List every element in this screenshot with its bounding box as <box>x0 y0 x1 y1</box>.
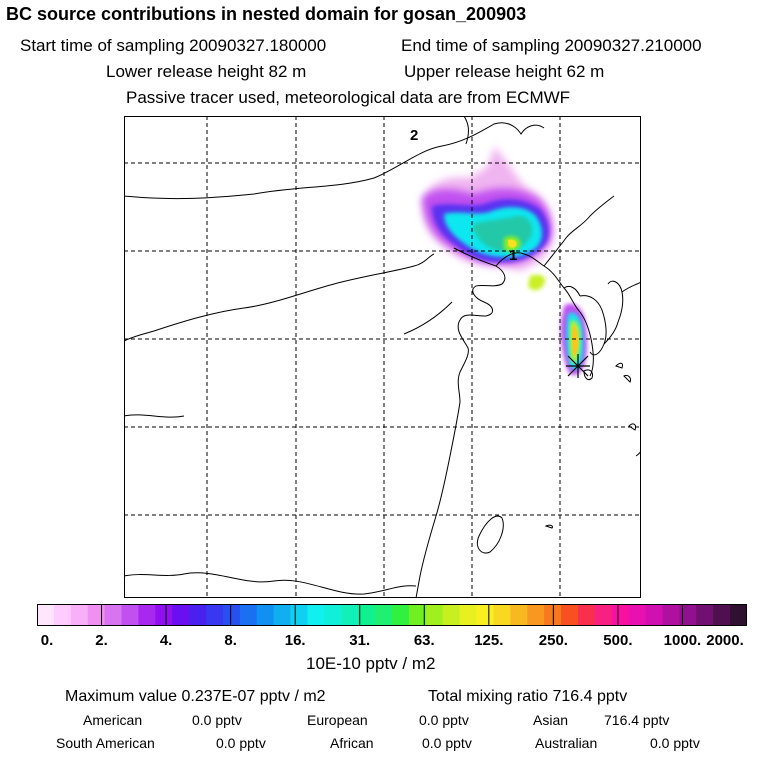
african-value: 0.0 pptv <box>422 735 472 751</box>
color-scale-swatch <box>324 604 342 626</box>
color-scale-swatch <box>493 604 511 626</box>
australian-label: Australian <box>535 735 598 751</box>
color-scale-tick-label: 16. <box>284 632 306 649</box>
color-scale-swatch <box>239 604 258 626</box>
color-scale-swatch <box>628 604 647 626</box>
european-value: 0.0 pptv <box>419 712 469 728</box>
color-scale-swatch <box>307 604 325 626</box>
start-time-label: Start time of sampling 20090327.180000 <box>20 36 327 55</box>
color-scale-swatch <box>222 604 241 626</box>
color-scale-swatch <box>70 604 89 626</box>
color-scale-swatch <box>577 604 596 626</box>
color-scale-swatch <box>37 604 55 626</box>
color-scale-bar <box>37 604 747 626</box>
coastlines <box>124 116 641 598</box>
asian-label: Asian <box>533 712 569 728</box>
color-scale-swatch <box>442 604 461 626</box>
lower-release-height-label: Lower release height 82 m <box>106 62 307 81</box>
color-scale-swatch <box>476 604 495 626</box>
plot-title: BC source contributions in nested domain… <box>6 4 527 24</box>
color-scale-swatch <box>53 604 72 626</box>
color-scale-tick-label: 63. <box>413 632 435 649</box>
concentration-plume <box>422 146 587 376</box>
color-scale-swatch <box>527 604 545 626</box>
end-time-label: End time of sampling 20090327.210000 <box>401 36 702 55</box>
upper-release-height-label: Upper release height 62 m <box>404 62 605 81</box>
color-scale-swatch <box>155 604 173 626</box>
color-scale-swatch <box>713 604 731 626</box>
american-label: American <box>83 712 143 728</box>
color-scale-swatch <box>121 604 140 626</box>
map-panel: 2 1 <box>124 116 641 598</box>
color-scale-border <box>37 604 747 626</box>
american-value: 0.0 pptv <box>192 712 242 728</box>
color-scale-tick-label: 125. <box>474 632 504 649</box>
max-value-label: Maximum value 0.237E-07 pptv / m2 <box>65 688 326 705</box>
color-scale-swatch <box>645 604 664 626</box>
color-scale-tick-label: 0. <box>40 632 54 649</box>
color-scale-unit: 10E-10 pptv / m2 <box>306 654 436 673</box>
color-scale-swatch <box>375 604 393 626</box>
color-scale-tick-label: 1000. <box>663 632 702 649</box>
australian-value: 0.0 pptv <box>650 735 700 751</box>
color-scale-swatch <box>256 604 275 626</box>
color-scale-tick-label: 2. <box>95 632 108 649</box>
color-scale-swatch <box>341 604 359 626</box>
south-american-value: 0.0 pptv <box>216 735 266 751</box>
color-scale-swatch <box>104 604 123 626</box>
color-scale-swatch <box>594 604 613 626</box>
color-scale-swatch <box>662 604 680 626</box>
color-scale-tick-label: 2000. <box>706 632 744 649</box>
total-mixing-ratio-label: Total mixing ratio 716.4 pptv <box>428 688 628 705</box>
african-label: African <box>330 735 374 751</box>
color-scale-swatch <box>87 604 106 626</box>
color-scale-swatch <box>679 604 697 626</box>
color-scale-swatch <box>392 604 410 626</box>
color-scale-swatch <box>138 604 156 626</box>
color-scale-tick-label: 250. <box>538 632 568 649</box>
european-label: European <box>307 712 368 728</box>
color-scale-swatch <box>408 604 427 626</box>
color-scale-tick-label: 31. <box>349 632 371 649</box>
color-scale-tick-label: 8. <box>224 632 237 649</box>
asterisk-star-icon <box>566 354 590 378</box>
color-scale-swatch <box>425 604 444 626</box>
color-scale-swatch <box>611 604 630 626</box>
color-scale-swatch <box>510 604 528 626</box>
color-scale-swatch <box>561 604 579 626</box>
color-scale-tick-label: 500. <box>603 632 633 649</box>
color-scale-tick-label: 4. <box>159 632 173 649</box>
map-label-2: 2 <box>410 127 418 144</box>
color-scale-swatch <box>206 604 224 626</box>
color-scale-swatch <box>290 604 309 626</box>
map-frame <box>124 116 641 598</box>
color-scale-swatch <box>273 604 292 626</box>
tracer-info-label: Passive tracer used, meteorological data… <box>126 88 571 107</box>
map-background <box>124 116 641 598</box>
color-scale-swatch <box>730 604 747 626</box>
color-scale-swatch <box>358 604 376 626</box>
color-scale-swatch <box>459 604 478 626</box>
color-scale-swatch <box>172 604 190 626</box>
asian-value: 716.4 pptv <box>604 712 670 728</box>
color-scale-swatch <box>696 604 714 626</box>
south-american-label: South American <box>56 735 155 751</box>
lat-lon-grid <box>124 116 641 598</box>
map-label-1: 1 <box>509 247 517 264</box>
color-scale-swatch <box>189 604 207 626</box>
